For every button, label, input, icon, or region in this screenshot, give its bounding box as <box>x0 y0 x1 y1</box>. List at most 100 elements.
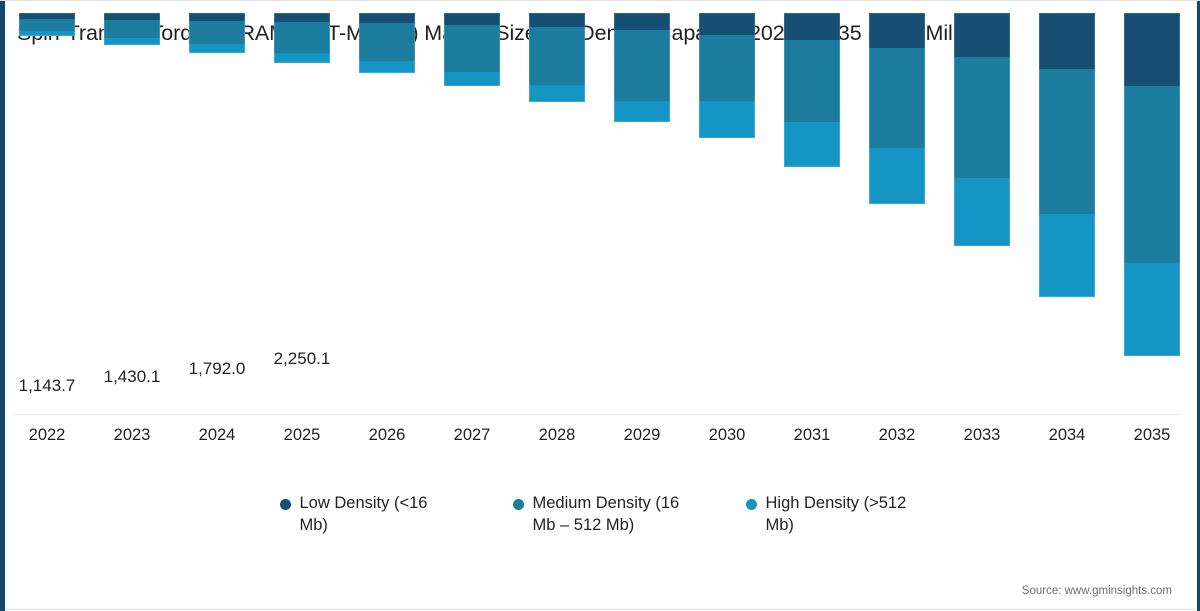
stacked-bar[interactable] <box>274 13 330 63</box>
bar-segment-low-density[interactable] <box>274 13 330 22</box>
legend-item[interactable]: Medium Density (16 Mb – 512 Mb) <box>512 493 688 537</box>
x-axis-tick-2028: 2028 <box>538 426 576 444</box>
bar-group <box>954 13 1010 426</box>
bar-value-label: 1,792.0 <box>188 359 246 378</box>
x-axis-tick-2023: 2023 <box>113 426 151 444</box>
bar-value-label: 2,250.1 <box>273 349 331 368</box>
bar-segment-high-density[interactable] <box>614 101 670 122</box>
bar-group <box>1039 13 1095 426</box>
chart-legend: Low Density (<16 Mb) Medium Density (16 M… <box>0 493 1200 537</box>
bar-segment-medium-density[interactable] <box>699 35 755 101</box>
bar-group <box>444 13 500 426</box>
bar-segment-high-density[interactable] <box>359 61 415 73</box>
stacked-bar[interactable] <box>699 13 755 138</box>
stacked-bar[interactable] <box>359 13 415 73</box>
bar-group: 1,143.7 <box>19 13 75 426</box>
bar-segment-high-density[interactable] <box>104 38 160 45</box>
bar-segment-high-density[interactable] <box>189 44 245 53</box>
stacked-bar[interactable] <box>1039 13 1095 297</box>
stacked-bar[interactable] <box>1124 13 1180 356</box>
bar-segment-high-density[interactable] <box>954 178 1010 246</box>
right-accent-stripe <box>1197 1 1200 611</box>
stacked-bar[interactable] <box>189 13 245 53</box>
x-axis-tick-2034: 2034 <box>1048 426 1086 444</box>
bar-group: 1,792.0 <box>189 13 245 426</box>
bar-group: 2,250.1 <box>274 13 330 426</box>
bar-segment-medium-density[interactable] <box>189 21 245 44</box>
stacked-bar[interactable] <box>444 13 500 86</box>
x-axis-line <box>14 414 1180 415</box>
legend-color-dot <box>512 499 524 510</box>
bar-segment-high-density[interactable] <box>19 31 75 36</box>
x-axis-tick-2024: 2024 <box>198 426 236 444</box>
bar-segment-low-density[interactable] <box>869 13 925 48</box>
bar-segment-low-density[interactable] <box>104 13 160 20</box>
legend-label: Low Density (<16 Mb) <box>299 494 428 534</box>
bar-segment-medium-density[interactable] <box>869 48 925 148</box>
bar-segment-medium-density[interactable] <box>529 27 585 85</box>
stacked-bar[interactable] <box>784 13 840 167</box>
bar-value-label: 1,430.1 <box>103 367 161 386</box>
x-axis-tick-2031: 2031 <box>793 426 831 444</box>
bar-segment-medium-density[interactable] <box>614 30 670 101</box>
bar-segment-low-density[interactable] <box>954 13 1010 57</box>
stacked-bar[interactable] <box>104 13 160 45</box>
legend-label: High Density (>512 Mb) <box>765 494 907 534</box>
x-axis-tick-2030: 2030 <box>708 426 746 444</box>
bar-group <box>869 13 925 426</box>
bar-segment-low-density[interactable] <box>1124 13 1180 86</box>
stacked-bar[interactable] <box>19 13 75 36</box>
bar-segment-medium-density[interactable] <box>19 19 75 31</box>
bar-segment-medium-density[interactable] <box>444 25 500 72</box>
x-axis-tick-2022: 2022 <box>28 426 66 444</box>
x-axis-tick-2029: 2029 <box>623 426 661 444</box>
bar-group: 1,430.1 <box>104 13 160 426</box>
bar-segment-medium-density[interactable] <box>1124 86 1180 263</box>
x-axis-tick-2025: 2025 <box>283 426 321 444</box>
bar-segment-high-density[interactable] <box>869 148 925 204</box>
bar-segment-low-density[interactable] <box>614 13 670 30</box>
bar-group <box>529 13 585 426</box>
stacked-bar[interactable] <box>869 13 925 204</box>
x-axis-tick-2033: 2033 <box>963 426 1001 444</box>
bar-segment-medium-density[interactable] <box>104 20 160 38</box>
legend-item[interactable]: High Density (>512 Mb) <box>745 493 921 537</box>
bar-segment-low-density[interactable] <box>359 13 415 23</box>
bar-segment-medium-density[interactable] <box>954 57 1010 178</box>
bar-segment-low-density[interactable] <box>189 13 245 21</box>
bar-segment-low-density[interactable] <box>529 13 585 27</box>
bar-segment-high-density[interactable] <box>784 122 840 167</box>
bar-group <box>614 13 670 426</box>
bar-group <box>784 13 840 426</box>
bar-segment-high-density[interactable] <box>529 85 585 102</box>
bar-segment-low-density[interactable] <box>784 13 840 40</box>
bar-segment-low-density[interactable] <box>699 13 755 35</box>
bar-segment-high-density[interactable] <box>1124 263 1180 356</box>
stacked-bar[interactable] <box>954 13 1010 246</box>
x-axis-tick-2027: 2027 <box>453 426 491 444</box>
bar-segment-high-density[interactable] <box>1039 214 1095 297</box>
bar-segment-medium-density[interactable] <box>784 40 840 122</box>
left-accent-stripe <box>0 1 5 611</box>
bar-segment-high-density[interactable] <box>274 53 330 63</box>
plot-area: 1,143.7 1,430.1 1,792.0 2,250.1 2022 2023 202… <box>0 1 1200 444</box>
stacked-bar[interactable] <box>529 13 585 102</box>
x-axis-tick-2026: 2026 <box>368 426 406 444</box>
bar-group <box>699 13 755 426</box>
legend-label: Medium Density (16 Mb – 512 Mb) <box>532 494 680 534</box>
bar-segment-medium-density[interactable] <box>359 23 415 61</box>
bar-segment-medium-density[interactable] <box>1039 69 1095 214</box>
legend-item[interactable]: Low Density (<16 Mb) <box>279 493 455 537</box>
legend-color-dot <box>279 499 291 510</box>
bar-segment-low-density[interactable] <box>19 13 75 19</box>
bar-group <box>359 13 415 426</box>
source-attribution: Source: www.gminsights.com <box>1021 585 1172 597</box>
x-axis-tick-2032: 2032 <box>878 426 916 444</box>
bar-segment-low-density[interactable] <box>444 13 500 25</box>
bar-segment-low-density[interactable] <box>1039 13 1095 69</box>
bar-segment-medium-density[interactable] <box>274 22 330 53</box>
stacked-bar[interactable] <box>614 13 670 122</box>
bar-segment-high-density[interactable] <box>699 101 755 138</box>
bar-segment-high-density[interactable] <box>444 72 500 86</box>
